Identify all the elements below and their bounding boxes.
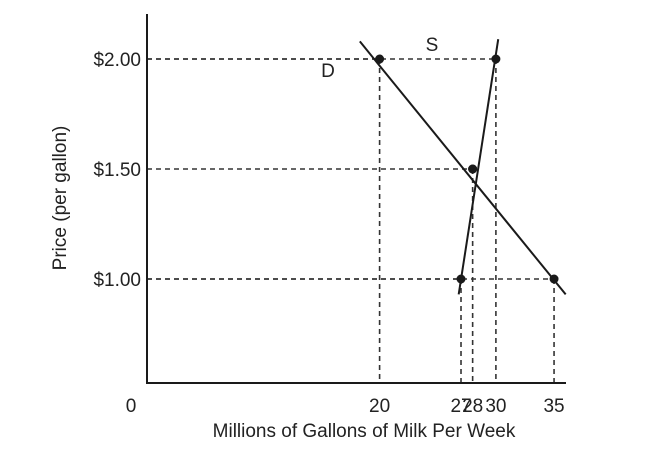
axes — [146, 14, 566, 384]
x-tick-label-28: 28 — [462, 396, 483, 417]
point-s-28-1.5 — [468, 164, 478, 174]
curve-s-label: S — [426, 35, 439, 56]
y-axis-title: Price (per gallon) — [50, 126, 71, 271]
guide-lines — [147, 58, 555, 383]
curve-s-line — [457, 39, 500, 295]
y-tick-label-200: $2.00 — [93, 50, 141, 71]
x-tick-label-27: 27 — [450, 396, 471, 417]
x-axis-title: Millions of Gallons of Milk Per Week — [213, 421, 516, 442]
x-tick-label-30: 30 — [485, 396, 506, 417]
y-tick-label-100: $1.00 — [93, 270, 141, 291]
point-s-30-2 — [491, 54, 501, 64]
point-s-27-1 — [456, 274, 466, 284]
labels: 0 Millions of Gallons of Milk Per Week P… — [50, 35, 565, 442]
curve-d-label: D — [321, 61, 335, 82]
curve-d-line — [359, 40, 567, 296]
x-tick-label-20: 20 — [369, 396, 390, 417]
y-tick-label-150: $1.50 — [93, 160, 141, 181]
origin-label: 0 — [126, 396, 137, 417]
points — [375, 54, 559, 284]
x-tick-label-35: 35 — [543, 396, 564, 417]
point-d-20-2 — [375, 54, 385, 64]
curves — [359, 39, 567, 296]
point-d-35-1 — [549, 274, 559, 284]
